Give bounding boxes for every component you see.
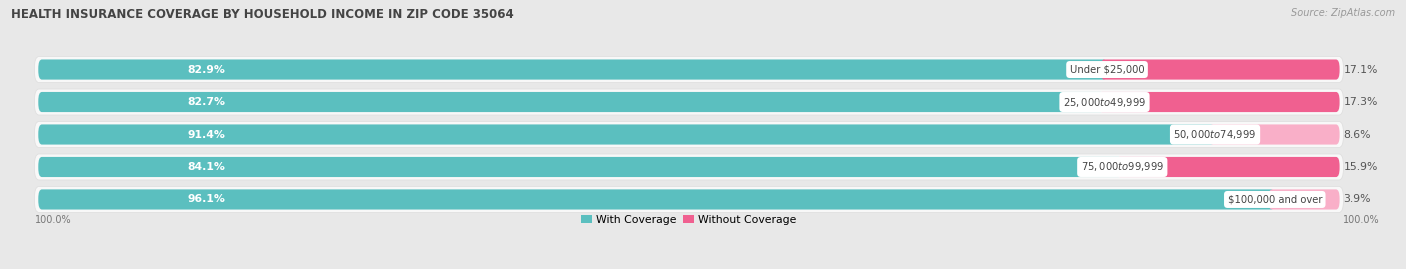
Text: $100,000 and over: $100,000 and over (1227, 194, 1322, 204)
FancyBboxPatch shape (38, 125, 1215, 144)
Text: 100.0%: 100.0% (1343, 215, 1381, 225)
Text: 82.7%: 82.7% (187, 97, 225, 107)
FancyBboxPatch shape (1209, 125, 1340, 144)
FancyBboxPatch shape (1101, 59, 1340, 80)
Text: 17.1%: 17.1% (1343, 65, 1378, 75)
Text: 82.9%: 82.9% (187, 65, 225, 75)
FancyBboxPatch shape (35, 154, 1343, 180)
Text: 96.1%: 96.1% (187, 194, 225, 204)
FancyBboxPatch shape (35, 89, 1343, 115)
Text: 91.4%: 91.4% (187, 129, 225, 140)
Text: Under $25,000: Under $25,000 (1070, 65, 1144, 75)
Text: $75,000 to $99,999: $75,000 to $99,999 (1081, 161, 1164, 174)
Text: $25,000 to $49,999: $25,000 to $49,999 (1063, 95, 1146, 108)
FancyBboxPatch shape (38, 157, 1122, 177)
Text: 3.9%: 3.9% (1343, 194, 1371, 204)
FancyBboxPatch shape (38, 59, 1107, 80)
FancyBboxPatch shape (1116, 157, 1340, 177)
FancyBboxPatch shape (1098, 92, 1340, 112)
FancyBboxPatch shape (35, 56, 1343, 83)
Text: 84.1%: 84.1% (187, 162, 225, 172)
Text: HEALTH INSURANCE COVERAGE BY HOUSEHOLD INCOME IN ZIP CODE 35064: HEALTH INSURANCE COVERAGE BY HOUSEHOLD I… (11, 8, 515, 21)
FancyBboxPatch shape (38, 189, 1275, 210)
FancyBboxPatch shape (1268, 189, 1340, 210)
Text: 17.3%: 17.3% (1343, 97, 1378, 107)
Text: $50,000 to $74,999: $50,000 to $74,999 (1174, 128, 1257, 141)
Text: 100.0%: 100.0% (35, 215, 72, 225)
Legend: With Coverage, Without Coverage: With Coverage, Without Coverage (576, 210, 801, 229)
FancyBboxPatch shape (38, 92, 1105, 112)
Text: Source: ZipAtlas.com: Source: ZipAtlas.com (1291, 8, 1395, 18)
FancyBboxPatch shape (35, 186, 1343, 213)
Text: 8.6%: 8.6% (1343, 129, 1371, 140)
FancyBboxPatch shape (35, 122, 1343, 147)
Text: 15.9%: 15.9% (1343, 162, 1378, 172)
